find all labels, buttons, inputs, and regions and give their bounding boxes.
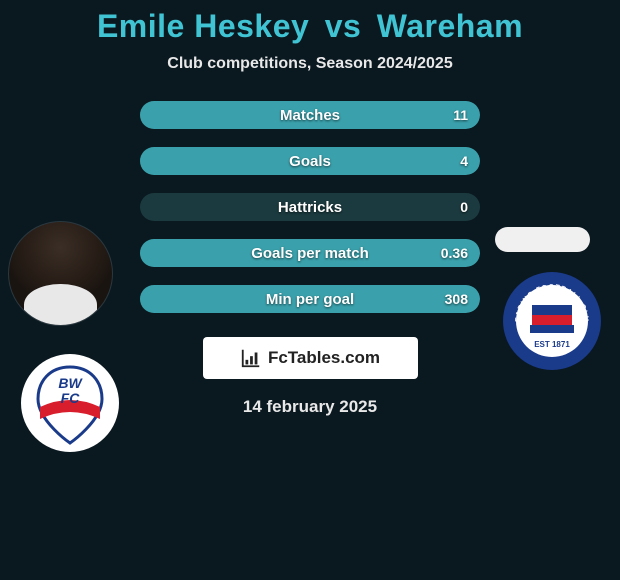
stat-label: Hattricks (278, 199, 342, 216)
comparison-arena: 11 Matches 4 Goals 0 Hattricks 0.36 Goals per m… (0, 101, 620, 313)
svg-text:FC: FC (61, 390, 81, 406)
stat-rows: 11 Matches 4 Goals 0 Hattricks 0.36 Goals per m… (140, 101, 480, 313)
player1-name: Emile Heskey (97, 8, 309, 44)
stat-value-right: 308 (445, 291, 468, 307)
stat-value-right: 0 (460, 199, 468, 215)
player1-club-crest: BW FC (20, 353, 120, 453)
player1-portrait (8, 221, 113, 326)
stat-row: 308 Min per goal (140, 285, 480, 313)
stat-label: Goals (289, 153, 331, 170)
watermark-text: FcTables.com (268, 348, 380, 368)
stat-value-right: 4 (460, 153, 468, 169)
comparison-title: Emile Heskey vs Wareham (0, 0, 620, 45)
stat-value-right: 0.36 (441, 245, 468, 261)
stat-row: 0.36 Goals per match (140, 239, 480, 267)
stat-label: Goals per match (251, 245, 369, 262)
stat-label: Matches (280, 107, 340, 124)
player2-portrait (495, 227, 590, 252)
svg-text:BW: BW (58, 375, 83, 391)
stat-label: Min per goal (266, 291, 354, 308)
bolton-crest-icon: BW FC (20, 353, 120, 453)
stat-value-right: 11 (453, 107, 468, 123)
stat-row: 11 Matches (140, 101, 480, 129)
chart-icon (240, 347, 262, 369)
watermark-badge: FcTables.com (203, 337, 418, 379)
stat-row: 0 Hattricks (140, 193, 480, 221)
vs-separator: vs (325, 8, 362, 44)
player2-club-crest: READING FOOTBALL CLUB EST 1871 (502, 271, 602, 371)
subtitle: Club competitions, Season 2024/2025 (0, 55, 620, 73)
stat-row: 4 Goals (140, 147, 480, 175)
reading-crest-icon: READING FOOTBALL CLUB EST 1871 (502, 271, 602, 371)
player2-name: Wareham (377, 8, 523, 44)
svg-text:EST 1871: EST 1871 (534, 340, 570, 349)
